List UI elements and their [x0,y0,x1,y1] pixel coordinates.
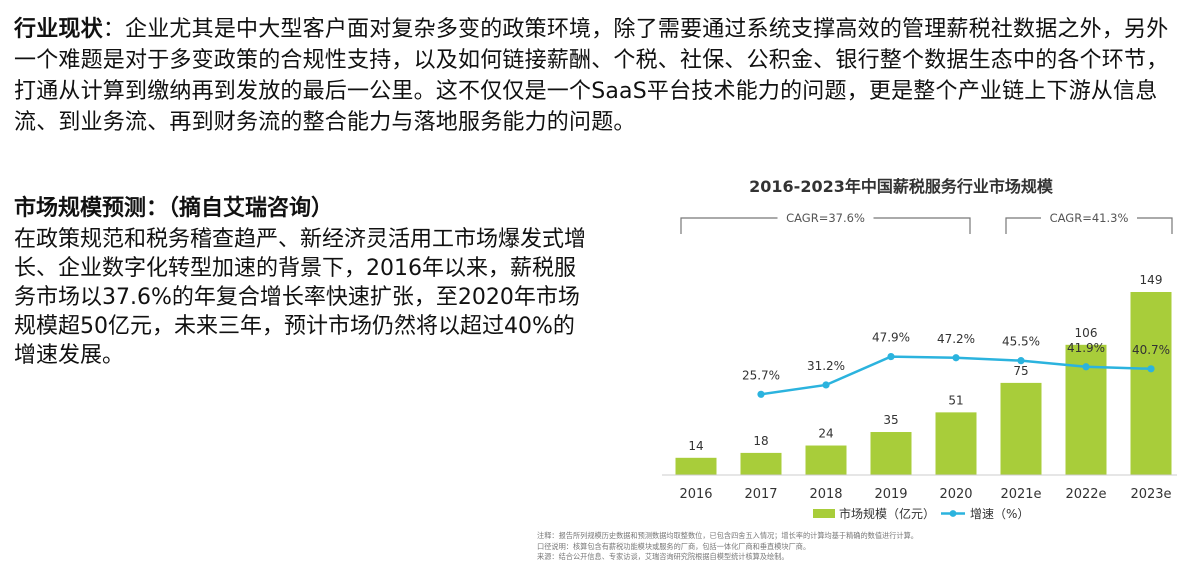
bar [870,432,912,475]
x-tick-label: 2017 [744,487,777,502]
x-tick-label: 2020 [939,487,972,502]
cagr-bracket [680,217,971,234]
bar [805,445,847,475]
industry-colon: ： [102,17,126,42]
legend-swatch-bar [813,509,835,518]
bar [740,452,782,475]
bar [935,412,977,475]
legend-label-line: 增速（%） [970,507,1029,521]
bar-value-label: 18 [753,434,768,448]
bar-value-label: 24 [818,427,833,441]
growth-rate-label: 41.9% [1067,341,1105,355]
industry-body: 企业尤其是中大型客户面对复杂多变的政策环境，除了需要通过系统支撑高效的管理薪税社… [14,17,1169,135]
growth-rate-label: 25.7% [742,368,780,382]
growth-rate-label: 47.9% [872,331,910,345]
bar-value-label: 75 [1013,364,1028,378]
x-tick-label: 2016 [679,487,712,502]
bar-value-label: 149 [1140,273,1163,287]
x-tick-label: 2021e [1000,487,1041,502]
industry-label: 行业现状 [14,17,103,42]
growth-rate-point [1082,363,1090,371]
bar-value-label: 51 [948,393,963,407]
chart-title: 2016-2023年中国薪税服务行业市场规模 [749,177,1054,196]
note-line: 来源：结合公开信息、专家访谈，艾瑞咨询研究院根据自模型统计核算及绘制。 [537,552,789,561]
growth-rate-point [822,381,830,389]
industry-paragraph: 行业现状：企业尤其是中大型客户面对复杂多变的政策环境，除了需要通过系统支撑高效的… [14,14,1179,138]
note-line: 口径说明：核算包含有薪税功能模块或服务的厂商，包括一体化厂商和垂直模块厂商。 [537,541,811,551]
x-tick-label: 2023e [1130,487,1171,502]
forecast-body: 在政策规范和税务稽查趋严、新经济灵活用工市场爆发式增长、企业数字化转型加速的背景… [14,227,587,368]
bar-value-label: 35 [883,413,898,427]
legend-label-bar: 市场规模（亿元） [839,506,935,521]
growth-rate-label: 40.7% [1132,343,1170,357]
growth-rate-point [1147,365,1155,373]
note-line: 注释：报告所列规模历史数据和预测数据均取整数位，已包含四舍五入情况；增长率的计算… [537,531,918,540]
bar [675,457,717,475]
growth-rate-point [887,352,895,361]
growth-rate-label: 47.2% [937,332,975,346]
growth-rate-point [952,354,960,362]
bar [1130,292,1172,475]
x-tick-label: 2019 [874,487,907,502]
x-tick-label: 2018 [809,487,842,502]
x-tick-label: 2022e [1065,487,1106,502]
growth-rate-label: 31.2% [807,359,845,373]
bar-value-label: 106 [1075,326,1098,340]
bar [1000,382,1042,475]
growth-rate-label: 45.5% [1002,335,1040,349]
cagr-label: CAGR=37.6% [786,211,865,225]
cagr-bracket [1005,217,1173,234]
growth-rate-point [1017,357,1025,365]
cagr-label: CAGR=41.3% [1050,211,1129,225]
bar-value-label: 14 [688,439,703,453]
market-size-chart: 2016-2023年中国薪税服务行业市场规模 CAGR=37.6% CAGR=41… [662,177,1177,521]
chart-notes: 注释：报告所列规模历史数据和预测数据均取整数位，已包含四舍五入情况；增长率的计算… [537,531,1187,563]
forecast-heading: 市场规模预测：（摘自艾瑞咨询） [14,196,334,221]
legend-swatch-point [949,510,957,517]
growth-rate-point [757,390,765,398]
